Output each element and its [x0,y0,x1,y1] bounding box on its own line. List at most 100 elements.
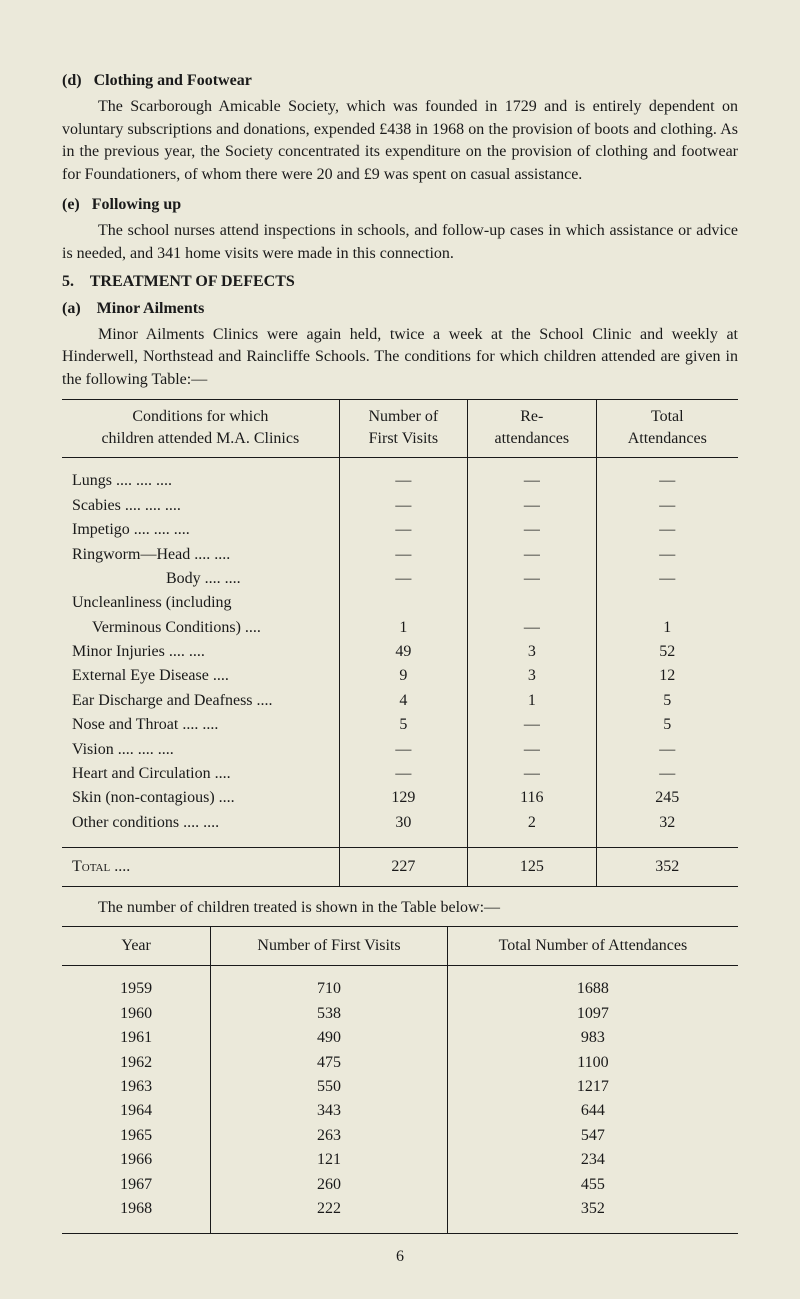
first-visits-value: 4 [339,689,467,713]
table-header-row: Year Number of First Visits Total Number… [62,926,738,965]
first-visits-value: 5 [339,713,467,737]
table-row: 1966121234 [62,1148,738,1172]
visits-value: 222 [211,1197,448,1221]
table-row: 19635501217 [62,1075,738,1099]
visits-value: 121 [211,1148,448,1172]
reattendances-value: — [468,469,596,493]
visits-value: 263 [211,1124,448,1148]
table-row: Minor Injuries .... ....49352 [62,640,738,664]
condition-label: Nose and Throat .... .... [62,713,339,737]
table-row: Verminous Conditions) ....1—1 [62,616,738,640]
total-attendances-value: — [596,738,738,762]
table-row: 19597101688 [62,977,738,1001]
reattendances-value: — [468,713,596,737]
attendances-value: 1097 [447,1002,738,1026]
section-e-heading: (e) Following up [62,194,738,216]
section-e-paragraph: The school nurses attend inspections in … [62,220,738,265]
reattendances-value: 3 [468,640,596,664]
total-attendances-value [596,591,738,615]
condition-label: External Eye Disease .... [62,664,339,688]
attendances-value: 983 [447,1026,738,1050]
condition-label: Ringworm—Head .... .... [62,543,339,567]
col-conditions: Conditions for which children attended M… [62,400,339,458]
first-visits-value: — [339,469,467,493]
total-attendances-value: — [596,494,738,518]
year-value: 1966 [62,1148,211,1172]
attendances-value: 352 [447,1197,738,1221]
reattendances-value: — [468,738,596,762]
table-row: Uncleanliness (including [62,591,738,615]
reattendances-value: — [468,567,596,591]
col-first-visits: Number of First Visits [339,400,467,458]
table-row: Body .... ....——— [62,567,738,591]
visits-value: 490 [211,1026,448,1050]
attendances-value: 234 [447,1148,738,1172]
total-first-visits: 227 [339,847,467,886]
condition-label: Vision .... .... .... [62,738,339,762]
year-value: 1964 [62,1099,211,1123]
year-value: 1962 [62,1051,211,1075]
reattendances-value: — [468,616,596,640]
first-visits-value: 9 [339,664,467,688]
visits-value: 475 [211,1051,448,1075]
section-d-label: (d) [62,72,82,89]
total-attendances-value: 32 [596,811,738,835]
section-5-label: 5. [62,273,74,290]
table-row: Ear Discharge and Deafness ....415 [62,689,738,713]
total-attendances-value: — [596,518,738,542]
condition-label: Skin (non-contagious) .... [62,786,339,810]
condition-label: Lungs .... .... .... [62,469,339,493]
first-visits-value [339,591,467,615]
col-visits: Number of First Visits [211,926,448,965]
total-label: Total .... [62,847,339,886]
conditions-table: Conditions for which children attended M… [62,399,738,887]
condition-label: Verminous Conditions) .... [62,616,339,640]
reattendances-value: 1 [468,689,596,713]
condition-label: Other conditions .... .... [62,811,339,835]
year-value: 1961 [62,1026,211,1050]
table-header-row: Conditions for which children attended M… [62,400,738,458]
condition-label: Minor Injuries .... .... [62,640,339,664]
condition-label: Scabies .... .... .... [62,494,339,518]
total-attendances-value: — [596,762,738,786]
first-visits-value: — [339,762,467,786]
total-attendances: 352 [596,847,738,886]
table-row: Nose and Throat .... ....5—5 [62,713,738,737]
col-reattendances: Re- attendances [468,400,596,458]
visits-value: 710 [211,977,448,1001]
attendances-value: 1217 [447,1075,738,1099]
reattendances-value: — [468,762,596,786]
first-visits-value: 1 [339,616,467,640]
condition-label: Ear Discharge and Deafness .... [62,689,339,713]
year-value: 1965 [62,1124,211,1148]
year-value: 1959 [62,977,211,1001]
first-visits-value: 49 [339,640,467,664]
total-attendances-value: 5 [596,689,738,713]
table-row: Vision .... .... ....——— [62,738,738,762]
page-number: 6 [62,1246,738,1268]
table-row: 19624751100 [62,1051,738,1075]
visits-value: 343 [211,1099,448,1123]
total-attendances-value: 5 [596,713,738,737]
table-row: Ringworm—Head .... ....——— [62,543,738,567]
section-e-title: Following up [92,196,181,213]
visits-value: 550 [211,1075,448,1099]
attendances-value: 547 [447,1124,738,1148]
visits-value: 538 [211,1002,448,1026]
first-visits-value: — [339,518,467,542]
attendances-value: 455 [447,1173,738,1197]
section-d-title: Clothing and Footwear [94,72,252,89]
total-attendances-value: — [596,567,738,591]
section-5a-label: (a) [62,300,81,317]
table-row: External Eye Disease ....9312 [62,664,738,688]
section-5-paragraph: Minor Ailments Clinics were again held, … [62,324,738,391]
first-visits-value: — [339,567,467,591]
condition-label: Body .... .... [62,567,339,591]
attendances-value: 1100 [447,1051,738,1075]
reattendances-value: 3 [468,664,596,688]
reattendances-value: 116 [468,786,596,810]
section-e-label: (e) [62,196,80,213]
total-row: Total ....227125352 [62,847,738,886]
table-row: 1961490983 [62,1026,738,1050]
table-row: 1968222352 [62,1197,738,1221]
